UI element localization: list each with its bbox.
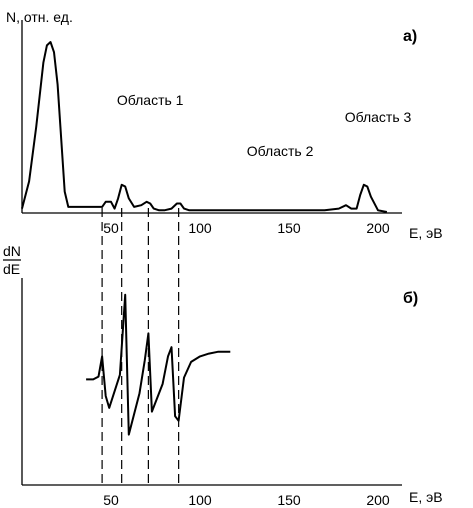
panel-a-tick-label-200: 200 <box>366 220 390 236</box>
panel-b-curve <box>86 293 231 436</box>
panel-b-y-label-bottom: dE <box>3 261 20 277</box>
region-annotation-2: Область 2 <box>247 143 314 159</box>
panel-a-x-label: E, эВ <box>409 225 443 241</box>
panel-a-curve <box>21 41 388 213</box>
panel-a-tick-label-100: 100 <box>188 220 212 236</box>
panel-a: 50 100 150 200 N, отн. ед. а) E, эВ Область… <box>6 9 443 241</box>
panel-b-y-label-top: dN <box>3 243 21 259</box>
panel-b: 50 100 150 200 dN dE б) E, эВ <box>3 243 443 508</box>
panel-a-y-label: N, отн. ед. <box>6 9 73 25</box>
region-annotation-1: Область 1 <box>117 92 184 108</box>
panel-a-tick-label-50: 50 <box>103 220 119 236</box>
region-annotation-3: Область 3 <box>345 109 412 125</box>
panel-b-label: б) <box>403 290 418 307</box>
panel-b-tick-label-150: 150 <box>277 492 301 508</box>
panel-a-label: а) <box>403 28 417 45</box>
panel-b-x-label: E, эВ <box>409 489 443 505</box>
panel-b-tick-label-100: 100 <box>188 492 212 508</box>
panel-b-tick-label-50: 50 <box>103 492 119 508</box>
panel-a-tick-label-150: 150 <box>277 220 301 236</box>
panel-b-tick-label-200: 200 <box>366 492 390 508</box>
